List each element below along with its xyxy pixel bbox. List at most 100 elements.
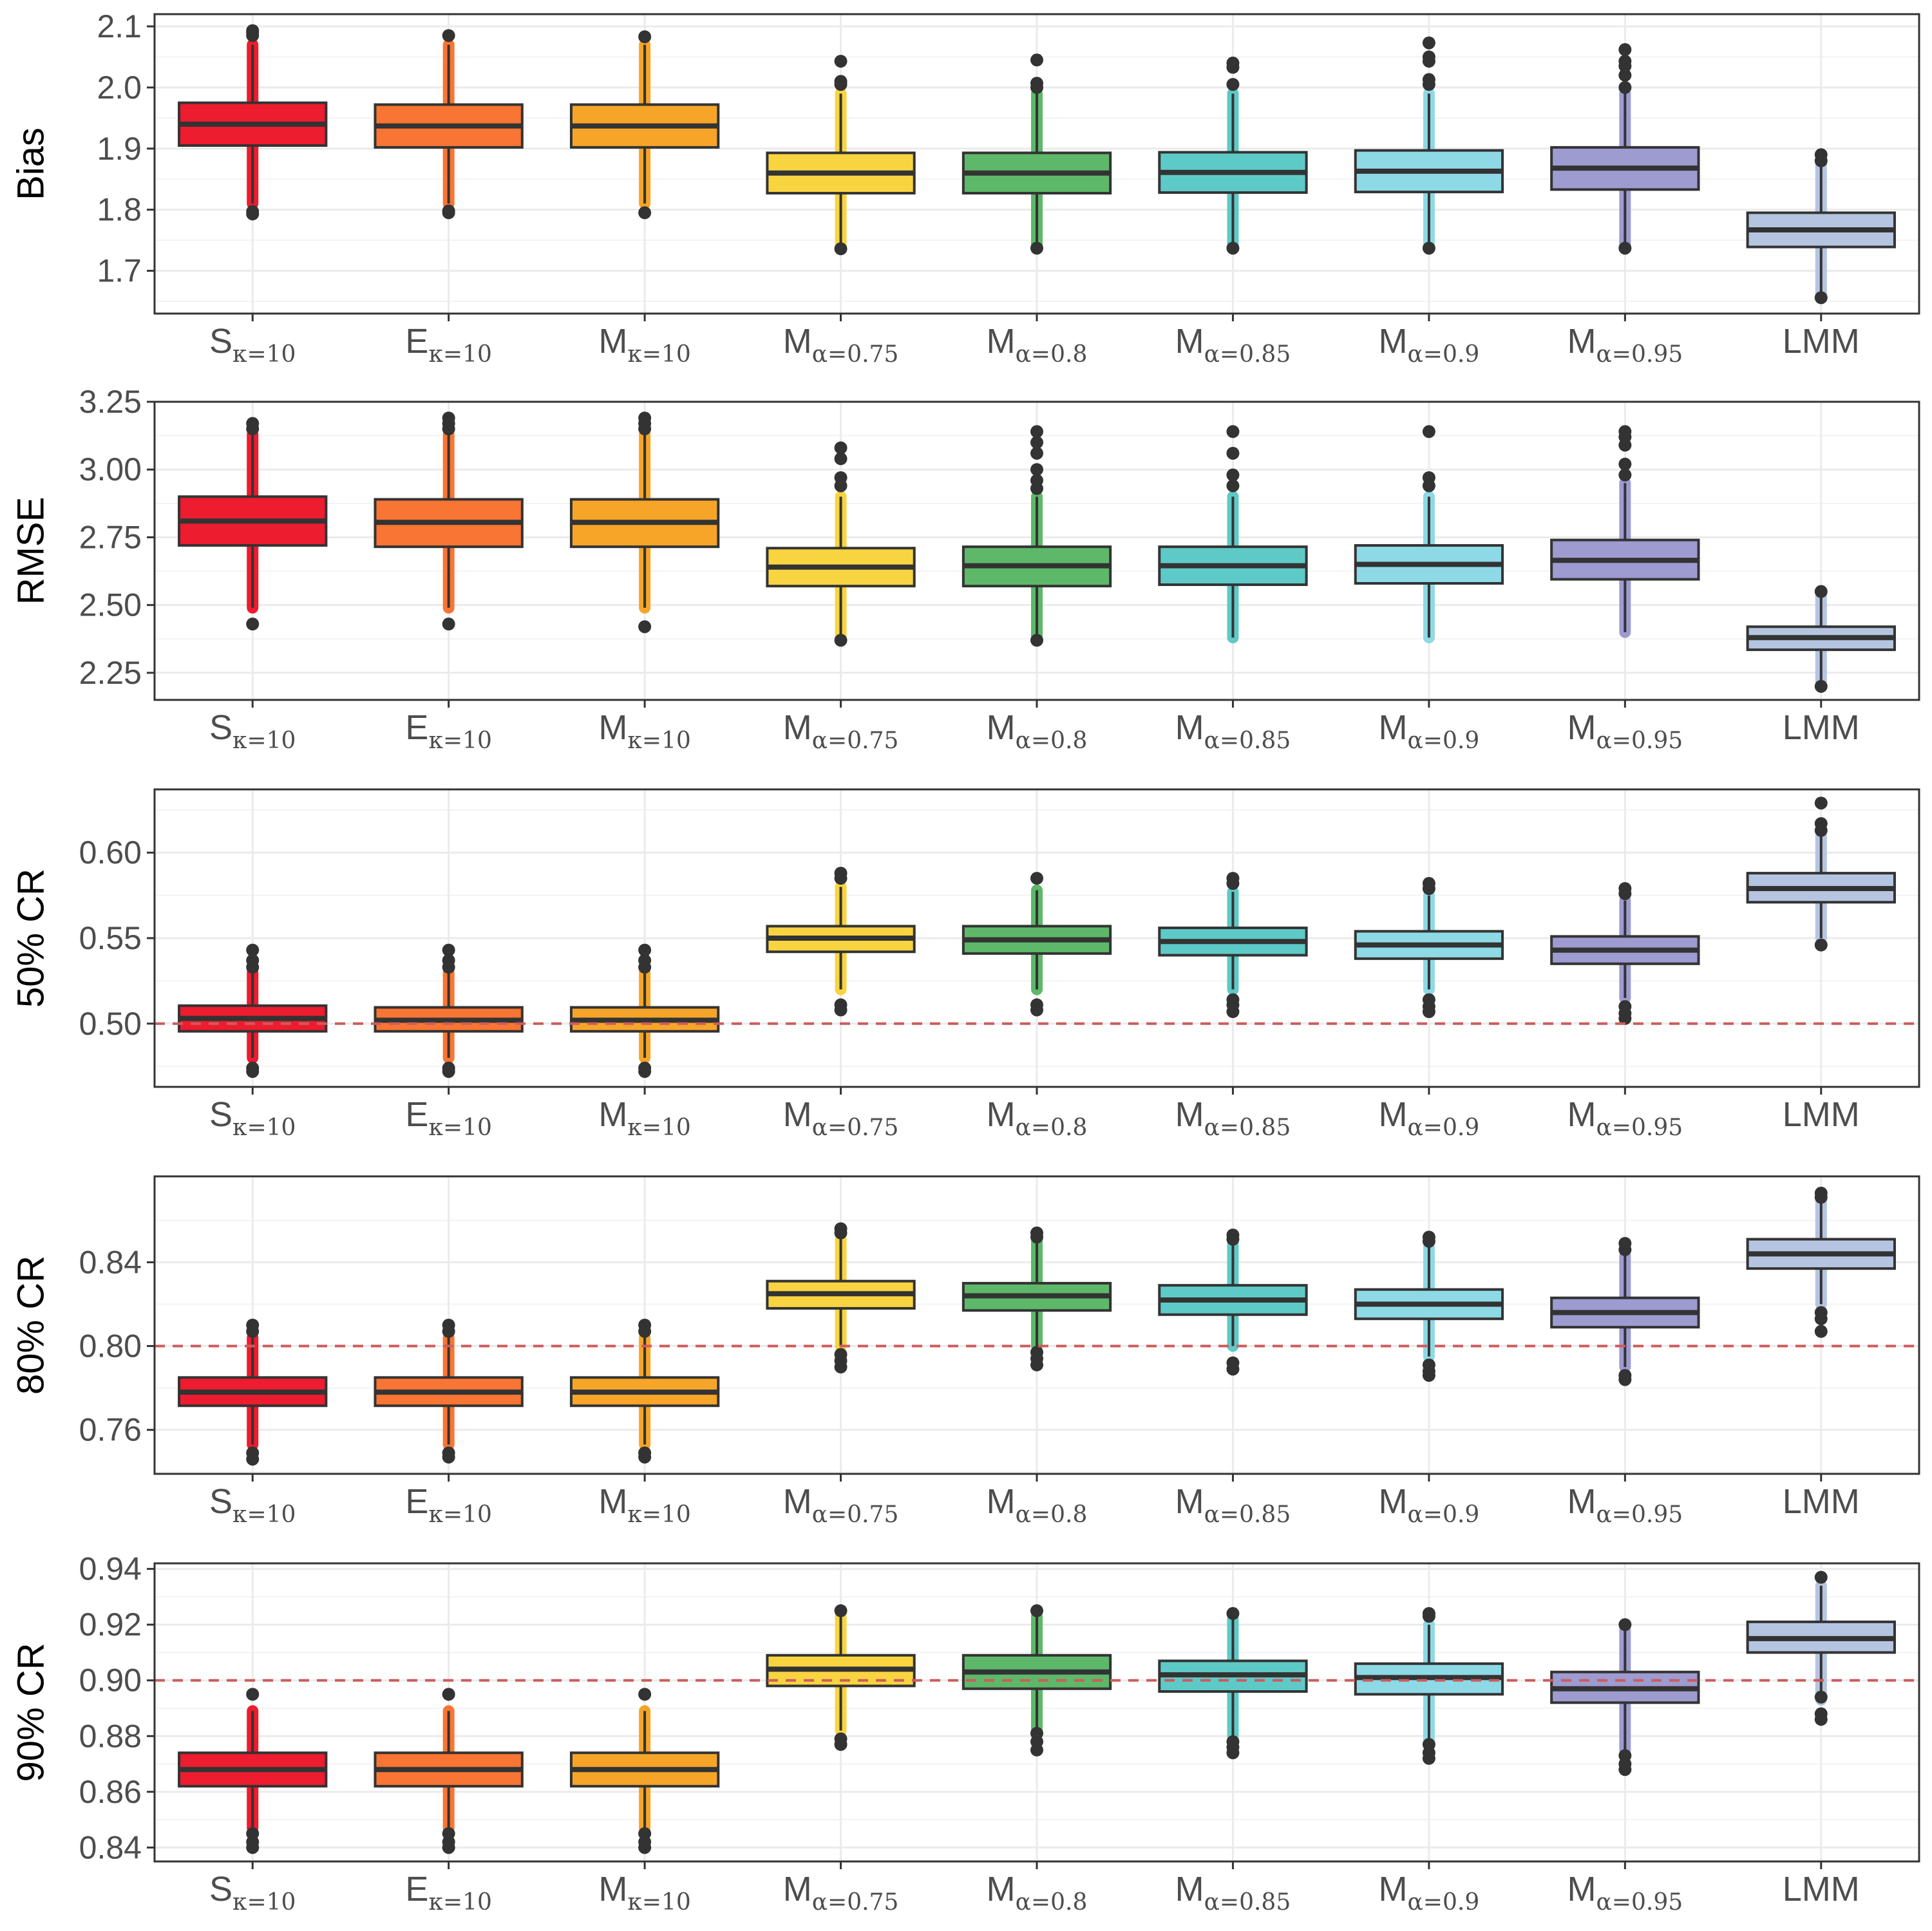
outlier-point [1030, 634, 1043, 647]
x-tick-label: Mα=0.95 [1567, 1482, 1683, 1528]
box-2 [374, 411, 524, 631]
x-tick-label: Mα=0.75 [783, 1095, 899, 1141]
outlier-point [1030, 463, 1043, 476]
y-tick-label: 0.86 [79, 1774, 142, 1810]
x-tick-label-subscript: α=0.9 [1408, 728, 1480, 754]
outlier-point [638, 620, 652, 634]
box-7 [1354, 1606, 1504, 1765]
outlier-point [1422, 471, 1435, 484]
box-8 [1550, 425, 1700, 638]
x-tick-label-subscript: α=0.9 [1408, 341, 1480, 368]
outlier-point [246, 1827, 260, 1840]
outlier-point [1814, 679, 1828, 693]
box-6 [1158, 872, 1308, 1019]
x-tick-label: Sκ=10 [209, 1870, 296, 1916]
x-tick-label-main: M [1175, 708, 1204, 747]
outlier-point [834, 1222, 848, 1236]
x-tick-label-subscript: α=0.8 [1016, 1115, 1088, 1141]
outlier-point [1814, 1570, 1828, 1584]
outlier-point [1814, 796, 1828, 810]
x-tick-label: Mα=0.95 [1567, 322, 1683, 368]
outlier-point [834, 471, 848, 484]
outlier-point [246, 1446, 260, 1460]
x-tick-label-main: M [987, 1870, 1016, 1908]
x-tick-label-subscript: κ=10 [232, 1115, 296, 1141]
outlier-point [1618, 1618, 1632, 1632]
x-tick-label: Mα=0.9 [1379, 708, 1480, 754]
y-tick-label: 0.60 [79, 834, 142, 871]
x-tick-label-subscript: α=0.9 [1408, 1115, 1480, 1141]
outlier-point [1030, 436, 1043, 449]
outlier-point [442, 204, 455, 218]
outlier-point [834, 1604, 848, 1617]
outlier-point [442, 617, 455, 631]
outlier-point [1618, 882, 1632, 895]
x-tick-label: Mκ=10 [598, 1095, 690, 1141]
outlier-point [1618, 68, 1632, 82]
x-tick-label: Mκ=10 [598, 322, 690, 368]
outlier-point [1618, 55, 1632, 68]
box-6 [1158, 1229, 1308, 1376]
box-7 [1354, 1230, 1504, 1382]
x-tick-label-subscript: κ=10 [428, 1115, 491, 1141]
x-tick-label-subscript: κ=10 [232, 1889, 296, 1916]
box-3 [569, 30, 720, 220]
box-2 [374, 943, 524, 1079]
x-tick-label-main: E [405, 1095, 428, 1134]
outlier-point [1030, 1346, 1043, 1359]
outlier-point [638, 954, 652, 967]
x-tick-label-main: S [209, 1482, 232, 1521]
y-tick-label: 3.00 [79, 451, 142, 487]
x-tick-label: Eκ=10 [405, 1870, 492, 1916]
box-3 [569, 1688, 720, 1854]
x-tick-label-subscript: α=0.8 [1016, 1889, 1088, 1916]
outlier-point [442, 1319, 455, 1332]
x-tick-label: Mα=0.95 [1567, 708, 1683, 754]
outlier-point [442, 943, 455, 957]
x-tick-label: Sκ=10 [209, 1482, 296, 1528]
y-tick-label: 0.80 [79, 1328, 142, 1364]
outlier-point [638, 1319, 652, 1332]
outlier-point [638, 1688, 652, 1701]
outlier-point [1814, 148, 1828, 162]
outlier-point [1226, 1356, 1240, 1370]
y-tick-label: 1.7 [97, 253, 142, 289]
x-tick-label: Eκ=10 [405, 322, 492, 368]
outlier-point [1814, 817, 1828, 831]
outlier-point [1030, 446, 1043, 460]
outlier-point [1618, 241, 1632, 255]
outlier-point [246, 1319, 260, 1332]
outlier-point [1422, 425, 1435, 438]
outlier-point [246, 417, 260, 430]
x-tick-label-main: M [1567, 1482, 1596, 1521]
outlier-point [1226, 56, 1240, 70]
outlier-point [246, 205, 260, 218]
outlier-point [834, 75, 848, 88]
outlier-point [442, 1446, 455, 1460]
x-tick-label-subscript: α=0.95 [1596, 1889, 1683, 1916]
outlier-point [1618, 43, 1632, 57]
x-tick-label: Mα=0.8 [987, 1482, 1088, 1528]
y-axis-title: 50% CR [10, 869, 52, 1008]
x-tick-label-main: S [209, 1095, 232, 1134]
x-tick-label-subscript: α=0.9 [1408, 1889, 1480, 1916]
outlier-point [1226, 78, 1240, 91]
x-tick-label: Mα=0.75 [783, 322, 899, 368]
outlier-point [1422, 993, 1435, 1006]
x-tick-label: Mα=0.9 [1379, 1870, 1480, 1916]
x-tick-label-subscript: α=0.85 [1204, 728, 1291, 754]
x-tick-label-subscript: α=0.8 [1016, 728, 1088, 754]
box-1 [178, 1688, 328, 1854]
x-tick-label-subscript: α=0.95 [1596, 341, 1683, 368]
box-8 [1550, 882, 1700, 1025]
y-tick-label: 0.76 [79, 1412, 142, 1448]
y-tick-label: 0.55 [79, 920, 142, 956]
x-tick-label-main: M [1175, 322, 1204, 361]
x-tick-label-main: M [1379, 1482, 1408, 1521]
x-tick-label-main: LMM [1783, 1482, 1860, 1521]
outlier-point [1226, 241, 1240, 255]
outlier-point [1030, 1726, 1043, 1740]
